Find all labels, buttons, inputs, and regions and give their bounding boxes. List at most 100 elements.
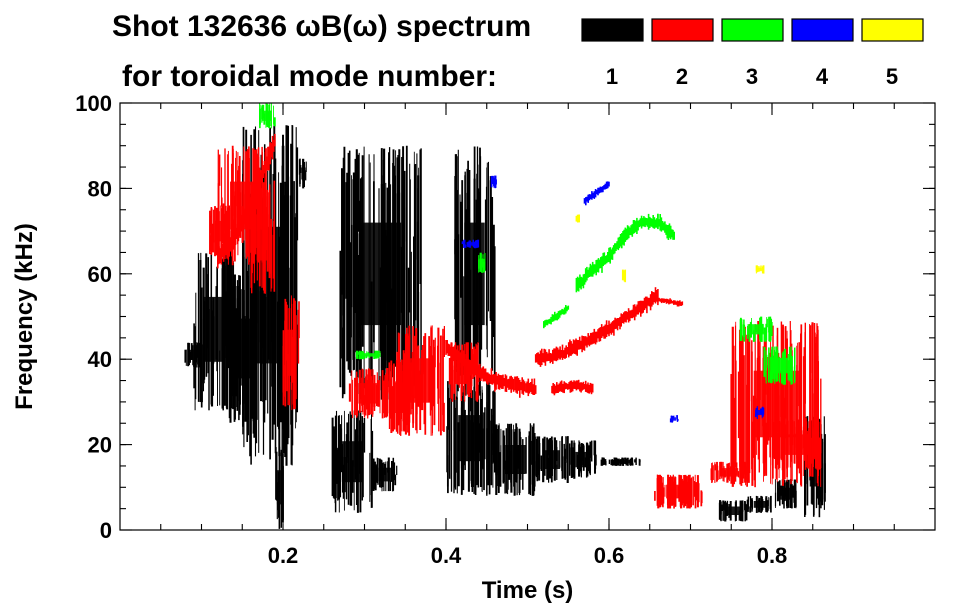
region-core bbox=[378, 467, 391, 482]
spectral-region bbox=[494, 423, 536, 496]
region-core bbox=[753, 501, 766, 508]
legend-label-1: 1 bbox=[606, 64, 618, 89]
region-core bbox=[362, 353, 375, 357]
spectral-region bbox=[446, 380, 496, 496]
region-core bbox=[358, 383, 379, 404]
spectral-region bbox=[654, 474, 703, 509]
region-core bbox=[575, 451, 590, 468]
legend-swatch-3 bbox=[721, 18, 784, 42]
legend-swatch-2 bbox=[651, 18, 714, 42]
spectral-region bbox=[348, 368, 389, 419]
axis-ticks bbox=[120, 102, 935, 531]
spectral-region bbox=[396, 325, 446, 436]
tick-labels: 0.2 0.4 0.6 0.8 0 20 40 60 80 100 bbox=[75, 91, 787, 568]
mode-chirp bbox=[575, 213, 676, 293]
spectral-region bbox=[275, 446, 284, 529]
spectral-region bbox=[339, 145, 422, 402]
region-core bbox=[809, 445, 820, 487]
region-core bbox=[726, 506, 741, 515]
spectral-region bbox=[771, 419, 822, 470]
spectral-region bbox=[331, 410, 374, 513]
mode-chirp bbox=[445, 340, 537, 398]
region-core bbox=[672, 417, 677, 421]
legend-label-3: 3 bbox=[746, 64, 758, 89]
y-tick-label: 40 bbox=[88, 347, 112, 372]
legend-swatch-5 bbox=[861, 18, 924, 42]
region-core bbox=[577, 216, 580, 220]
title-line1: Shot 132636 ωB(ω) spectrum bbox=[112, 10, 531, 43]
spectral-region bbox=[763, 346, 796, 385]
title-group: Shot 132636 ωB(ω) spectrum for toroidal … bbox=[112, 10, 531, 93]
spectral-region bbox=[568, 440, 597, 479]
region-core bbox=[757, 410, 762, 416]
region-core bbox=[203, 296, 224, 362]
spectral-region bbox=[259, 103, 276, 129]
spectral-region bbox=[746, 495, 772, 513]
region-core bbox=[747, 324, 764, 335]
spectral-region bbox=[600, 457, 641, 466]
region-core bbox=[611, 460, 632, 464]
region-core bbox=[505, 445, 526, 474]
legend-swatch-4 bbox=[791, 18, 854, 42]
spectral-region bbox=[755, 265, 765, 274]
region-core bbox=[409, 358, 434, 403]
region-core bbox=[287, 329, 296, 376]
region-core bbox=[342, 441, 363, 483]
title-line2: for toroidal mode number: bbox=[122, 60, 497, 93]
spectral-region bbox=[490, 175, 497, 189]
spectral-region bbox=[669, 415, 679, 423]
legend-swatch-1 bbox=[581, 18, 644, 42]
spectral-region bbox=[575, 214, 580, 223]
spectral-region bbox=[754, 406, 765, 419]
mode-chirp bbox=[551, 379, 594, 396]
y-tick-label: 0 bbox=[100, 518, 112, 543]
region-core bbox=[778, 487, 791, 500]
spectral-region bbox=[282, 295, 300, 411]
mode-chirp bbox=[657, 297, 684, 307]
region-core bbox=[276, 470, 281, 505]
spectral-region bbox=[355, 350, 381, 360]
legend-label-2: 2 bbox=[676, 64, 688, 89]
region-core bbox=[262, 110, 271, 121]
mode-chirp bbox=[217, 133, 276, 269]
y-axis-label: Frequency (kHz) bbox=[11, 223, 38, 410]
y-tick-label: 60 bbox=[88, 262, 112, 287]
x-tick-label: 0.2 bbox=[268, 543, 299, 568]
region-core bbox=[666, 484, 691, 499]
region-core bbox=[772, 357, 789, 374]
spectral-region bbox=[718, 500, 748, 522]
legend: 1 2 3 4 5 bbox=[581, 18, 924, 89]
spectral-region bbox=[621, 269, 627, 283]
y-tick-label: 100 bbox=[75, 91, 112, 116]
mode-chirp bbox=[583, 181, 610, 206]
spectral-region bbox=[298, 158, 307, 189]
x-tick-label: 0.8 bbox=[757, 543, 788, 568]
x-tick-label: 0.4 bbox=[431, 543, 462, 568]
spectral-region bbox=[242, 125, 299, 466]
plot-area bbox=[184, 103, 826, 529]
series-n=4 bbox=[461, 175, 765, 423]
series-n=3 bbox=[259, 103, 796, 385]
series-n=5 bbox=[575, 214, 765, 283]
spectral-region bbox=[739, 316, 773, 342]
region-core bbox=[543, 450, 561, 469]
region-core bbox=[458, 415, 483, 462]
region-core bbox=[720, 468, 739, 477]
spectral-region bbox=[461, 239, 480, 249]
spectral-region bbox=[535, 436, 569, 483]
region-core bbox=[360, 222, 402, 326]
mode-chirp bbox=[542, 305, 570, 329]
mode-chirp bbox=[534, 287, 659, 367]
spectral-region bbox=[478, 252, 486, 273]
y-tick-label: 80 bbox=[88, 176, 112, 201]
region-core bbox=[466, 242, 475, 246]
y-tick-label: 20 bbox=[88, 433, 112, 458]
region-core bbox=[480, 258, 485, 268]
region-core bbox=[301, 167, 306, 180]
legend-label-5: 5 bbox=[886, 64, 898, 89]
region-core bbox=[757, 267, 762, 272]
x-axis-label: Time (s) bbox=[482, 577, 574, 604]
region-core bbox=[464, 222, 485, 326]
spectral-region bbox=[372, 457, 398, 492]
